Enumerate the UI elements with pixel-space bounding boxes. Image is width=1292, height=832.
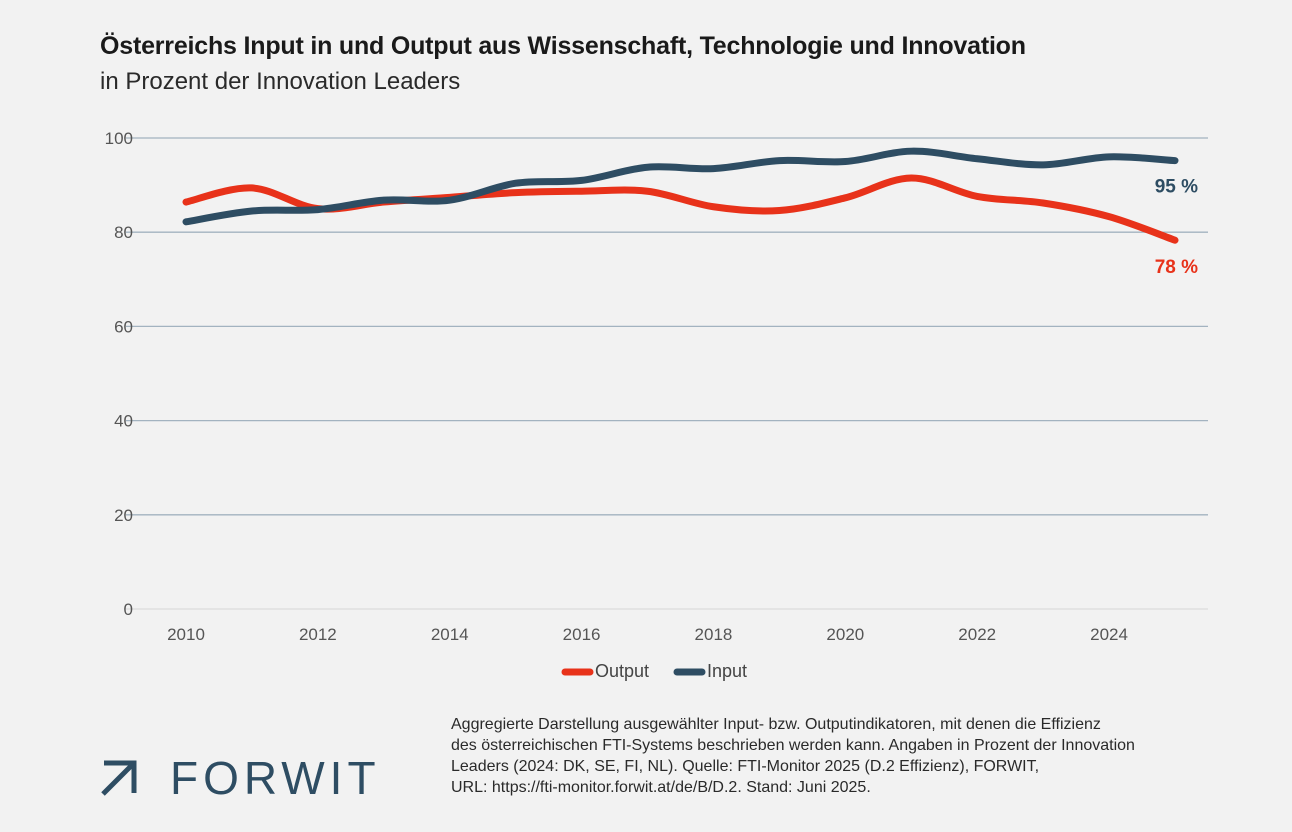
chart-title: Österreichs Input in und Output aus Wiss… — [100, 32, 1026, 60]
legend-label: Output — [595, 661, 649, 681]
x-tick-label: 2024 — [1090, 625, 1128, 644]
y-tick-label: 0 — [124, 600, 133, 619]
gridlines — [126, 137, 1208, 610]
y-tick-label: 20 — [114, 506, 133, 525]
x-tick-label: 2016 — [563, 625, 601, 644]
note-line: des österreichischen FTI-Systems beschri… — [451, 737, 1135, 754]
legend-label: Input — [707, 661, 747, 681]
x-tick-label: 2014 — [431, 625, 469, 644]
logo-text: FORWIT — [170, 752, 381, 804]
source-note: Aggregierte Darstellung ausgewählter Inp… — [451, 714, 1241, 798]
x-tick-label: 2012 — [299, 625, 337, 644]
legend-item-input[interactable]: Input — [673, 661, 747, 681]
y-tick-label: 80 — [114, 223, 133, 242]
x-tick-label: 2018 — [695, 625, 733, 644]
y-tick-label: 40 — [114, 412, 133, 431]
forwit-logo: FORWIT — [100, 755, 381, 801]
y-tick-label: 100 — [105, 129, 133, 148]
arrow-up-right-icon — [101, 760, 137, 796]
note-line: URL: https://fti-monitor.forwit.at/de/B/… — [451, 779, 871, 796]
note-line: Leaders (2024: DK, SE, FI, NL). Quelle: … — [451, 758, 1040, 775]
legend-item-output[interactable]: Output — [561, 661, 649, 681]
chart-subtitle: in Prozent der Innovation Leaders — [100, 68, 461, 95]
series-lines — [182, 147, 1179, 244]
series-line-input — [182, 147, 1179, 226]
y-tick-label: 60 — [114, 317, 133, 336]
line-chart: 0 20 40 60 80 100 2010 2012 2014 2016 2018 2020 202… — [105, 129, 1208, 681]
end-label-input: 95 % — [1155, 177, 1198, 198]
y-axis-ticks: 0 20 40 60 80 100 — [105, 129, 133, 619]
x-tick-label: 2020 — [826, 625, 864, 644]
x-axis-ticks: 2010 2012 2014 2016 2018 2020 2022 2024 — [167, 625, 1128, 644]
x-tick-label: 2010 — [167, 625, 205, 644]
end-label-output: 78 % — [1155, 257, 1198, 278]
legend: Output Input — [561, 661, 747, 681]
x-tick-label: 2022 — [958, 625, 996, 644]
note-line: Aggregierte Darstellung ausgewählter Inp… — [451, 716, 1101, 733]
end-labels: 78 % 95 % — [1155, 177, 1198, 279]
